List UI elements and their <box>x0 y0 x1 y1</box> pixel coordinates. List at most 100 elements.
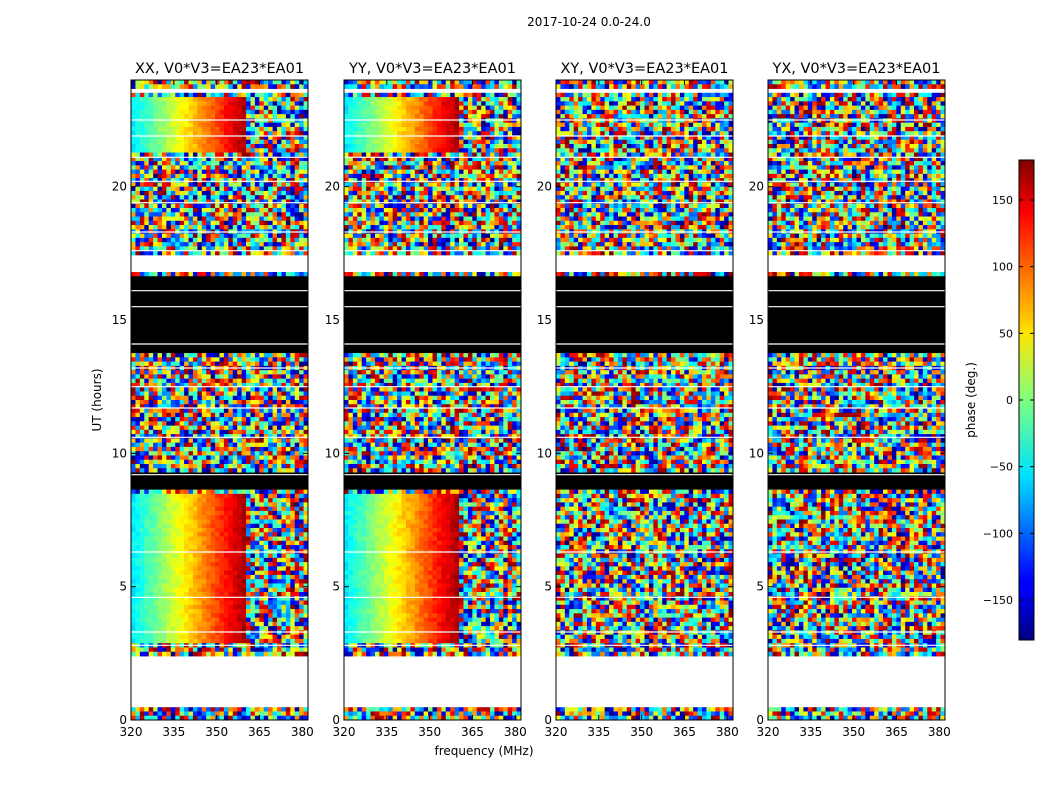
heatmap-cell <box>188 242 194 247</box>
heatmap-cell <box>232 272 238 277</box>
heatmap-cell <box>237 144 243 149</box>
heatmap-cell <box>131 216 136 222</box>
heatmap-cell <box>237 417 243 422</box>
heatmap-cell <box>135 336 141 341</box>
heatmap-cell <box>228 626 234 631</box>
heatmap-cell <box>263 344 269 350</box>
heatmap-cell <box>232 621 238 627</box>
heatmap-cell <box>197 446 203 452</box>
heatmap-cell <box>290 280 296 286</box>
heatmap-cell <box>254 186 260 192</box>
heatmap-cell <box>263 502 269 508</box>
heatmap-cell <box>263 600 269 606</box>
heatmap-cell <box>290 216 296 222</box>
heatmap-cell <box>170 391 176 397</box>
heatmap-cell <box>241 289 247 294</box>
heatmap-cell <box>285 327 291 333</box>
heatmap-cell <box>232 570 238 576</box>
heatmap-cell <box>223 272 229 277</box>
heatmap-cell <box>219 357 225 362</box>
heatmap-cell <box>246 370 251 375</box>
heatmap-cell <box>144 331 150 337</box>
heatmap-cell <box>179 434 185 439</box>
heatmap-cell <box>175 621 181 627</box>
heatmap-cell <box>201 626 207 631</box>
heatmap-cell <box>179 378 185 384</box>
heatmap-cell <box>153 165 158 170</box>
heatmap-cell <box>246 630 251 636</box>
heatmap-cell <box>175 135 181 141</box>
heatmap-cell <box>294 237 300 243</box>
heatmap-cell <box>259 118 265 124</box>
heatmap-cell <box>210 101 216 106</box>
heatmap-cell <box>170 272 176 277</box>
heatmap-cell <box>192 519 198 525</box>
heatmap-cell <box>153 583 158 589</box>
heatmap-cell <box>170 84 176 89</box>
heatmap-cell <box>237 613 243 618</box>
heatmap-cell <box>263 570 269 576</box>
heatmap-cell <box>170 570 176 576</box>
heatmap-cell <box>210 348 216 354</box>
heatmap-cell <box>131 404 136 409</box>
heatmap-cell <box>277 293 282 298</box>
heatmap-cell <box>215 609 220 614</box>
heatmap-cell <box>184 587 189 593</box>
heatmap-cell <box>277 203 282 209</box>
heatmap-cell <box>192 498 198 503</box>
heatmap-cell <box>237 289 243 294</box>
heatmap-cell <box>153 528 158 533</box>
heatmap-cell <box>263 195 269 200</box>
heatmap-cell <box>299 468 304 473</box>
heatmap-cell <box>237 438 243 444</box>
heatmap-cell <box>148 562 154 567</box>
heatmap-cell <box>161 425 167 431</box>
heatmap-cell <box>206 604 212 610</box>
heatmap-cell <box>259 425 265 431</box>
heatmap-cell <box>272 459 278 465</box>
heatmap-cell <box>166 596 172 601</box>
heatmap-cell <box>223 161 229 166</box>
heatmap-cell <box>277 519 282 525</box>
heatmap-cell <box>206 173 212 179</box>
heatmap-cell <box>179 429 185 435</box>
heatmap-cell <box>223 485 229 490</box>
heatmap-cell <box>135 604 141 610</box>
heatmap-cell <box>210 562 216 567</box>
heatmap-cell <box>175 293 181 298</box>
heatmap-cell <box>299 613 304 618</box>
heatmap-cell <box>206 570 212 576</box>
heatmap-cell <box>219 468 225 473</box>
heatmap-cell <box>161 626 167 631</box>
heatmap-cell <box>241 169 247 175</box>
heatmap-cell <box>250 395 256 401</box>
heatmap-cell <box>259 280 265 286</box>
heatmap-cell <box>228 139 234 145</box>
heatmap-cell <box>281 126 287 132</box>
heatmap-cell <box>285 118 291 124</box>
heatmap-cell <box>131 105 136 111</box>
heatmap-cell <box>148 280 154 286</box>
heatmap-cell <box>246 280 251 286</box>
heatmap-cell <box>254 190 260 196</box>
heatmap-cell <box>144 391 150 397</box>
heatmap-cell <box>161 408 167 414</box>
heatmap-cell <box>139 225 145 230</box>
heatmap-cell <box>206 301 212 307</box>
heatmap-cell <box>153 374 158 380</box>
heatmap-cell <box>148 284 154 290</box>
heatmap-cell <box>268 156 273 162</box>
heatmap-cell <box>228 374 234 380</box>
heatmap-cell <box>184 122 189 128</box>
heatmap-cell <box>241 122 247 128</box>
heatmap-cell <box>179 250 185 256</box>
heatmap-cell <box>157 276 163 281</box>
heatmap-cell <box>131 190 136 196</box>
heatmap-cell <box>254 626 260 631</box>
heatmap-cell <box>188 540 194 546</box>
heatmap-cell <box>166 105 172 111</box>
heatmap-cell <box>153 481 158 486</box>
heatmap-cell <box>299 502 304 508</box>
heatmap-cell <box>285 425 291 431</box>
heatmap-cell <box>299 382 304 388</box>
